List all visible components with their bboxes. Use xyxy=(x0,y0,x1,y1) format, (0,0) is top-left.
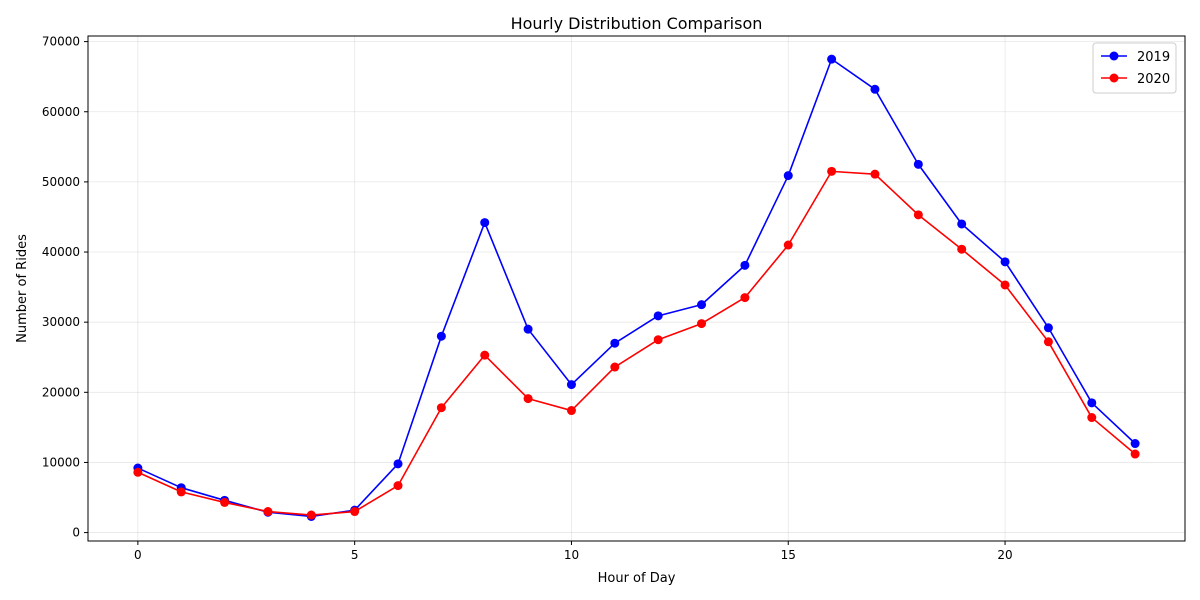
x-tick-label: 10 xyxy=(564,548,579,562)
data-point-2019 xyxy=(436,331,446,341)
data-point-2019 xyxy=(1043,323,1053,333)
data-point-2019 xyxy=(393,459,403,469)
x-tick-label: 5 xyxy=(351,548,359,562)
data-point-2019 xyxy=(523,324,533,334)
data-point-2019 xyxy=(783,171,793,181)
data-point-2020 xyxy=(783,240,793,250)
legend-entry-2020: 2020 xyxy=(1137,72,1170,87)
data-point-2019 xyxy=(610,338,620,348)
data-point-2020 xyxy=(1130,449,1140,459)
data-point-2020 xyxy=(350,507,360,517)
data-point-2020 xyxy=(957,244,967,254)
series-2019 xyxy=(133,54,1140,521)
legend-entry-2019: 2019 xyxy=(1137,50,1170,65)
data-point-2020 xyxy=(870,169,880,179)
legend-marker-2019 xyxy=(1109,51,1119,61)
data-point-2020 xyxy=(176,487,186,497)
data-point-2019 xyxy=(1000,257,1010,267)
data-point-2019 xyxy=(697,300,707,310)
y-tick-label: 30000 xyxy=(42,315,80,329)
data-point-2020 xyxy=(523,394,533,404)
data-point-2019 xyxy=(653,311,663,321)
y-tick-label: 60000 xyxy=(42,105,80,119)
y-axis-label: Number of Rides xyxy=(15,234,30,343)
data-point-2020 xyxy=(133,467,143,477)
data-point-2020 xyxy=(1000,280,1010,290)
data-point-2020 xyxy=(1043,337,1053,347)
data-point-2020 xyxy=(436,403,446,413)
grid xyxy=(88,36,1185,541)
data-point-2020 xyxy=(913,210,923,220)
x-tick-label: 20 xyxy=(997,548,1012,562)
data-point-2020 xyxy=(263,507,273,517)
y-tick-label: 0 xyxy=(72,526,80,540)
data-point-2019 xyxy=(827,54,837,64)
chart-title: Hourly Distribution Comparison xyxy=(511,14,763,33)
data-point-2020 xyxy=(740,293,750,303)
data-point-2020 xyxy=(480,350,490,360)
data-point-2020 xyxy=(393,481,403,491)
data-point-2019 xyxy=(957,219,967,229)
y-tick-label: 20000 xyxy=(42,385,80,399)
y-tick-label: 10000 xyxy=(42,455,80,469)
data-point-2020 xyxy=(697,319,707,329)
data-point-2019 xyxy=(913,159,923,169)
series-line-2020 xyxy=(137,170,1136,516)
data-point-2020 xyxy=(827,166,837,176)
legend-marker-2020 xyxy=(1109,73,1119,83)
series-line-2019 xyxy=(137,58,1136,518)
data-point-2019 xyxy=(870,84,880,94)
data-point-2019 xyxy=(1130,439,1140,449)
ticks: 0 5 10 15 20 0 10000 20000 30000 40000 50000 60000 7… xyxy=(42,35,1013,562)
x-tick-label: 15 xyxy=(781,548,796,562)
data-point-2019 xyxy=(740,260,750,270)
x-axis-label: Hour of Day xyxy=(598,571,676,586)
y-tick-label: 50000 xyxy=(42,175,80,189)
data-point-2020 xyxy=(220,497,230,507)
data-point-2020 xyxy=(306,510,316,520)
data-point-2019 xyxy=(566,380,576,390)
data-point-2020 xyxy=(1087,413,1097,423)
data-point-2019 xyxy=(1087,398,1097,408)
data-point-2020 xyxy=(653,335,663,345)
x-tick-label: 0 xyxy=(134,548,142,562)
data-point-2019 xyxy=(480,218,490,228)
legend: 2019 2020 xyxy=(1092,42,1177,94)
data-point-2020 xyxy=(566,406,576,416)
y-tick-label: 40000 xyxy=(42,245,80,259)
y-tick-label: 70000 xyxy=(42,35,80,49)
data-point-2020 xyxy=(610,362,620,372)
series-2020 xyxy=(133,166,1140,520)
series-layer xyxy=(133,54,1140,521)
plot-frame xyxy=(87,35,1186,542)
